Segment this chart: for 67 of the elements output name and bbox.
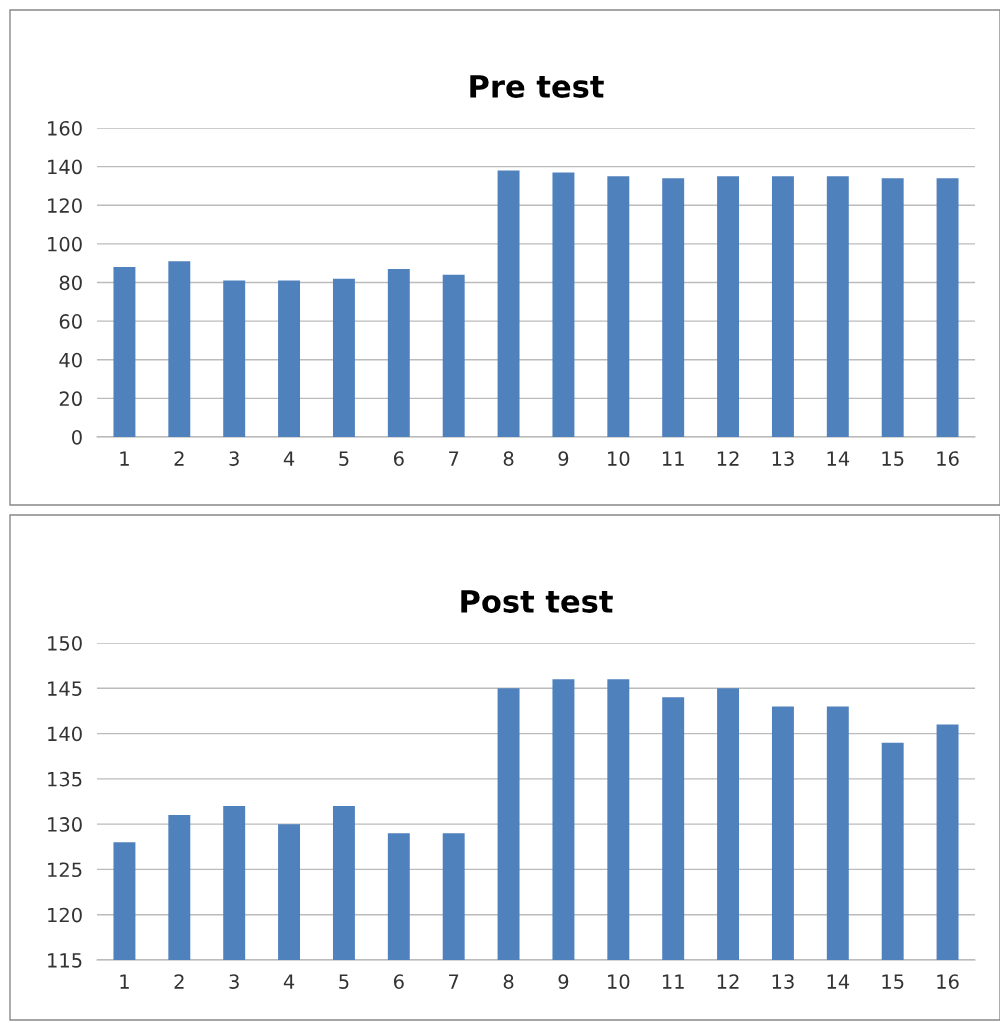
bar [442,274,465,437]
x-tick-label: 4 [283,451,295,466]
bar [387,268,410,437]
y-tick-label: 20 [59,391,82,407]
x-tick-label: 11 [662,451,684,466]
x-tick-label: 14 [827,974,850,989]
bar [936,178,959,437]
x-tick-label: 1 [120,451,129,466]
x-tick-label: 10 [608,451,630,466]
x-tick-label: 12 [717,974,739,989]
x-tick-label: 5 [339,451,349,466]
x-tick-label: 15 [882,451,904,466]
x-tick-label: 16 [937,974,959,989]
bar [717,176,740,437]
y-tick-label: 125 [48,862,82,878]
y-tick-label: 150 [48,635,82,651]
y-tick-label: 140 [48,726,82,742]
bar [497,170,520,437]
x-tick-label: 7 [449,451,459,466]
x-tick-label: 3 [229,974,239,989]
y-tick-label: 40 [59,352,82,368]
bar [662,178,685,437]
x-tick-label: 8 [503,451,514,466]
x-tick-label: 9 [558,451,569,466]
bar [332,278,355,437]
x-tick-label: 14 [827,451,850,466]
x-tick-label: 7 [449,974,459,989]
y-tick-label: 100 [48,236,82,252]
y-tick-label: 0 [72,429,82,445]
x-tick-label: 3 [229,451,239,466]
y-tick-label: 160 [48,120,82,136]
chart-title: Pre test [470,75,604,98]
bar [278,280,301,437]
x-tick-label: 2 [174,451,184,466]
x-tick-label: 12 [717,451,739,466]
bar [771,176,794,437]
x-tick-label: 4 [283,974,295,989]
y-tick-label: 130 [48,817,82,832]
x-tick-label: 5 [339,974,349,989]
y-tick-label: 60 [59,314,82,329]
x-tick-label: 1 [120,974,129,989]
bar [223,280,246,437]
bar [552,172,575,437]
x-tick-label: 2 [174,974,184,989]
chart-title: Post test [461,590,613,613]
x-tick-label: 9 [558,974,569,989]
bar [168,261,191,437]
x-tick-label: 8 [503,974,514,989]
x-tick-label: 16 [937,451,959,466]
x-tick-label: 13 [772,974,794,989]
bar [881,178,904,437]
y-tick-label: 120 [48,198,82,213]
x-tick-label: 10 [608,974,630,989]
y-tick-label: 115 [48,953,82,968]
x-tick-label: 13 [772,451,794,466]
y-tick-label: 140 [48,159,82,175]
bar [113,267,136,437]
x-tick-label: 11 [662,974,684,989]
y-tick-label: 145 [48,681,82,696]
y-tick-label: 80 [59,275,82,291]
y-tick-label: 120 [48,907,82,923]
x-tick-label: 6 [393,451,404,466]
bar [607,176,630,437]
y-tick-label: 135 [48,771,82,787]
x-tick-label: 6 [393,974,404,989]
bar [826,176,849,437]
x-tick-label: 15 [882,974,904,989]
